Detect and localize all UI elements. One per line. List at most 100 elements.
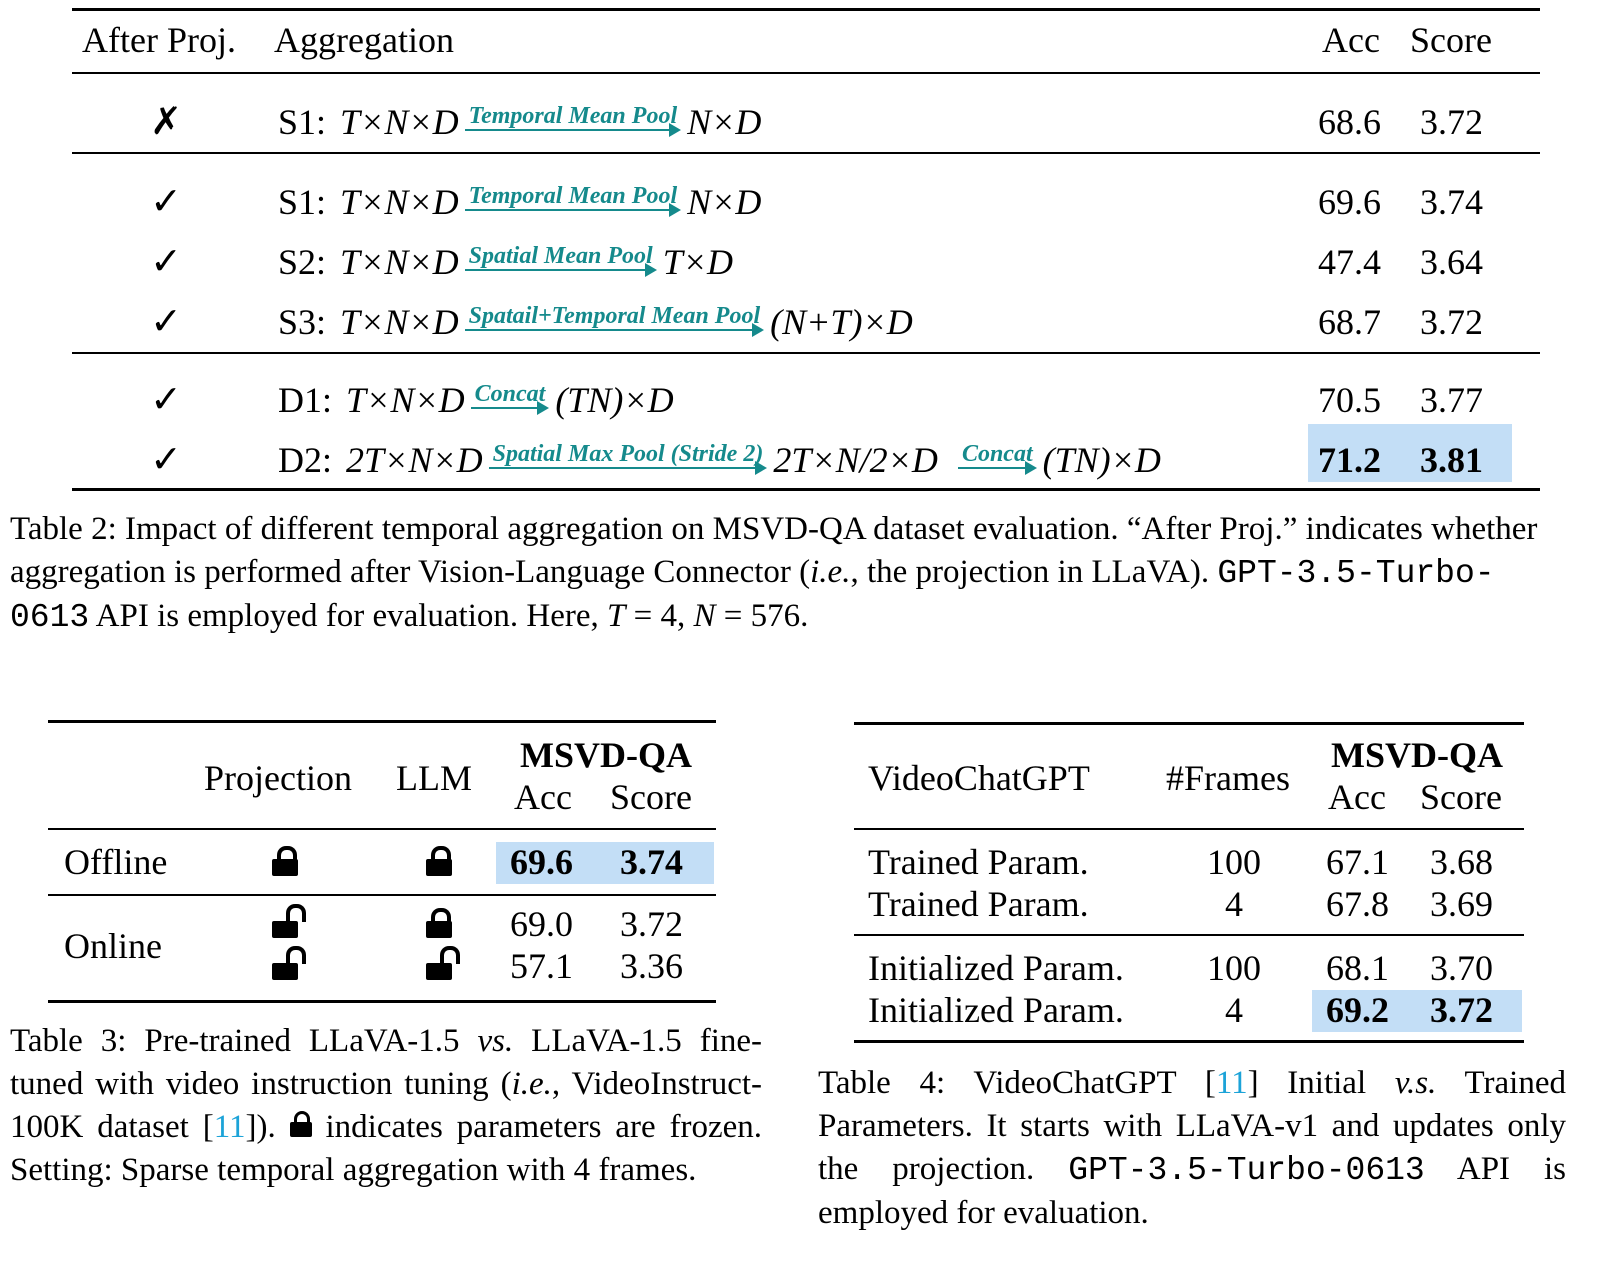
output-shape: N×D [687,102,762,142]
score-value: 3.36 [620,946,683,986]
check-mark: ✗ [150,101,182,143]
operation-label: Temporal Mean Pool [468,183,678,209]
transform-arrow: Spatial Mean Pool [464,243,657,282]
frames-value: 4 [1225,990,1243,1030]
bottom-rule [854,1040,1524,1043]
caption-text: LLaVA-1.5 fine-tuned with video instruct… [10,1023,763,1102]
acc-value: 69.6 [510,842,573,882]
lock-body [272,963,298,980]
bottom-rule [48,1000,716,1003]
lock-body [426,859,452,876]
transform-arrow: Spatail+Temporal Mean Pool [464,303,765,342]
caption-vs: v.s. [1394,1065,1437,1101]
acc-value: 69.6 [1318,182,1381,222]
caption-text: Table 3: Pre-trained LLaVA-1.5 [10,1023,478,1059]
aggregation-expression: S1: T×N×D Temporal Mean Pool N×D [278,72,775,142]
header-acc: Acc [514,777,572,817]
citation-link[interactable]: 11 [213,1109,246,1145]
input-shape: 2T×N×D [346,440,483,480]
caption-text: indicates parameters are frozen. Setting… [10,1109,763,1188]
check-mark: ✓ [150,241,182,283]
header-dataset: MSVD-QA [520,735,692,775]
input-shape: T×N×D [340,302,459,342]
lock-shackle [431,908,451,926]
setting-label: Offline [64,842,168,882]
acc-value: 68.1 [1326,948,1389,988]
caption-text: API is employed for evaluation. Here, [89,598,608,634]
setting-label: Online [64,926,162,966]
score-value: 3.72 [1430,990,1493,1030]
header-acc: Acc [1328,777,1386,817]
citation-link[interactable]: 11 [1215,1065,1248,1101]
check-mark: ✓ [150,379,182,421]
score-value: 3.81 [1420,440,1483,480]
table-3-caption: Table 3: Pre-trained LLaVA-1.5 vs. LLaVA… [10,1020,762,1192]
header-model: VideoChatGPT [868,758,1090,798]
caption-math-n-value: = 576. [715,598,809,634]
transform-arrow: Temporal Mean Pool [464,103,682,142]
output-shape: N×D [687,182,762,222]
score-value: 3.77 [1420,380,1483,420]
table-4: VideoChatGPT #Frames MSVD-QA Acc Score T… [854,718,1524,1048]
caption-ie: i.e. [511,1066,552,1102]
strategy-label: S1: [278,182,327,222]
strategy-label: D2: [278,440,332,480]
unlock-icon [272,904,306,938]
header-projection: Projection [204,758,352,798]
strategy-label: S1: [278,102,327,142]
caption-code: GPT-3.5-Turbo-0613 [10,555,1495,636]
group-rule [48,894,716,896]
arrow-line [470,401,549,415]
score-value: 3.72 [1420,302,1483,342]
caption-text: Table 2: Impact of different temporal ag… [10,511,1538,590]
header-llm: LLM [396,758,472,798]
input-shape: T×N×D [340,242,459,282]
acc-value: 57.1 [510,946,573,986]
aggregation-expression: S2: T×N×D Spatial Mean Pool T×D [278,212,747,282]
output-shape: 2T×N/2×D [773,440,938,480]
lock-icon [289,1111,312,1137]
param-label: Trained Param. [868,884,1089,924]
input-shape: T×N×D [340,102,459,142]
acc-value: 67.1 [1326,842,1389,882]
lock-body [426,963,452,980]
caption-text: , the projection in LLaVA). [850,554,1218,590]
arrow-line [464,323,765,337]
caption-text: ]). [245,1109,290,1145]
frames-value: 100 [1207,842,1261,882]
score-value: 3.72 [620,904,683,944]
acc-value: 68.6 [1318,102,1381,142]
lock-shackle [431,846,451,864]
caption-text: API is employed for evaluation. [818,1151,1566,1231]
score-value: 3.74 [620,842,683,882]
arrow-line [957,461,1037,475]
best-result-highlight [496,842,714,884]
param-label: Initialized Param. [868,990,1124,1030]
frames-value: 4 [1225,884,1243,924]
arrow-line [488,461,767,475]
caption-text: , VideoInstruct-100K dataset [ [10,1066,762,1145]
check-mark: ✓ [150,439,182,481]
operation-label: Temporal Mean Pool [468,103,678,129]
table-4-caption: Table 4: VideoChatGPT [11] Initial v.s. … [818,1062,1566,1235]
acc-value: 68.7 [1318,302,1381,342]
lock-shackle [286,946,306,964]
caption-text: Trained Parameters. It starts with LLaVA… [818,1065,1566,1187]
group-rule-1 [72,152,1540,154]
transform-arrow: Spatial Max Pool (Stride 2) [488,441,768,480]
operation-label: Spatial Max Pool (Stride 2) [492,441,764,467]
acc-value: 69.0 [510,904,573,944]
score-value: 3.74 [1420,182,1483,222]
group-rule [854,934,1524,936]
header-acc: Acc [1322,20,1380,60]
strategy-label: D1: [278,380,332,420]
check-mark: ✓ [150,181,182,223]
operation-label: Concat [961,441,1033,467]
output-shape: (TN)×D [1042,440,1161,480]
transform-arrow: Temporal Mean Pool [464,183,682,222]
acc-value: 70.5 [1318,380,1381,420]
lock-shackle [277,846,297,864]
input-shape: T×N×D [340,182,459,222]
header-score: Score [1420,777,1502,817]
lock-body [272,921,298,938]
